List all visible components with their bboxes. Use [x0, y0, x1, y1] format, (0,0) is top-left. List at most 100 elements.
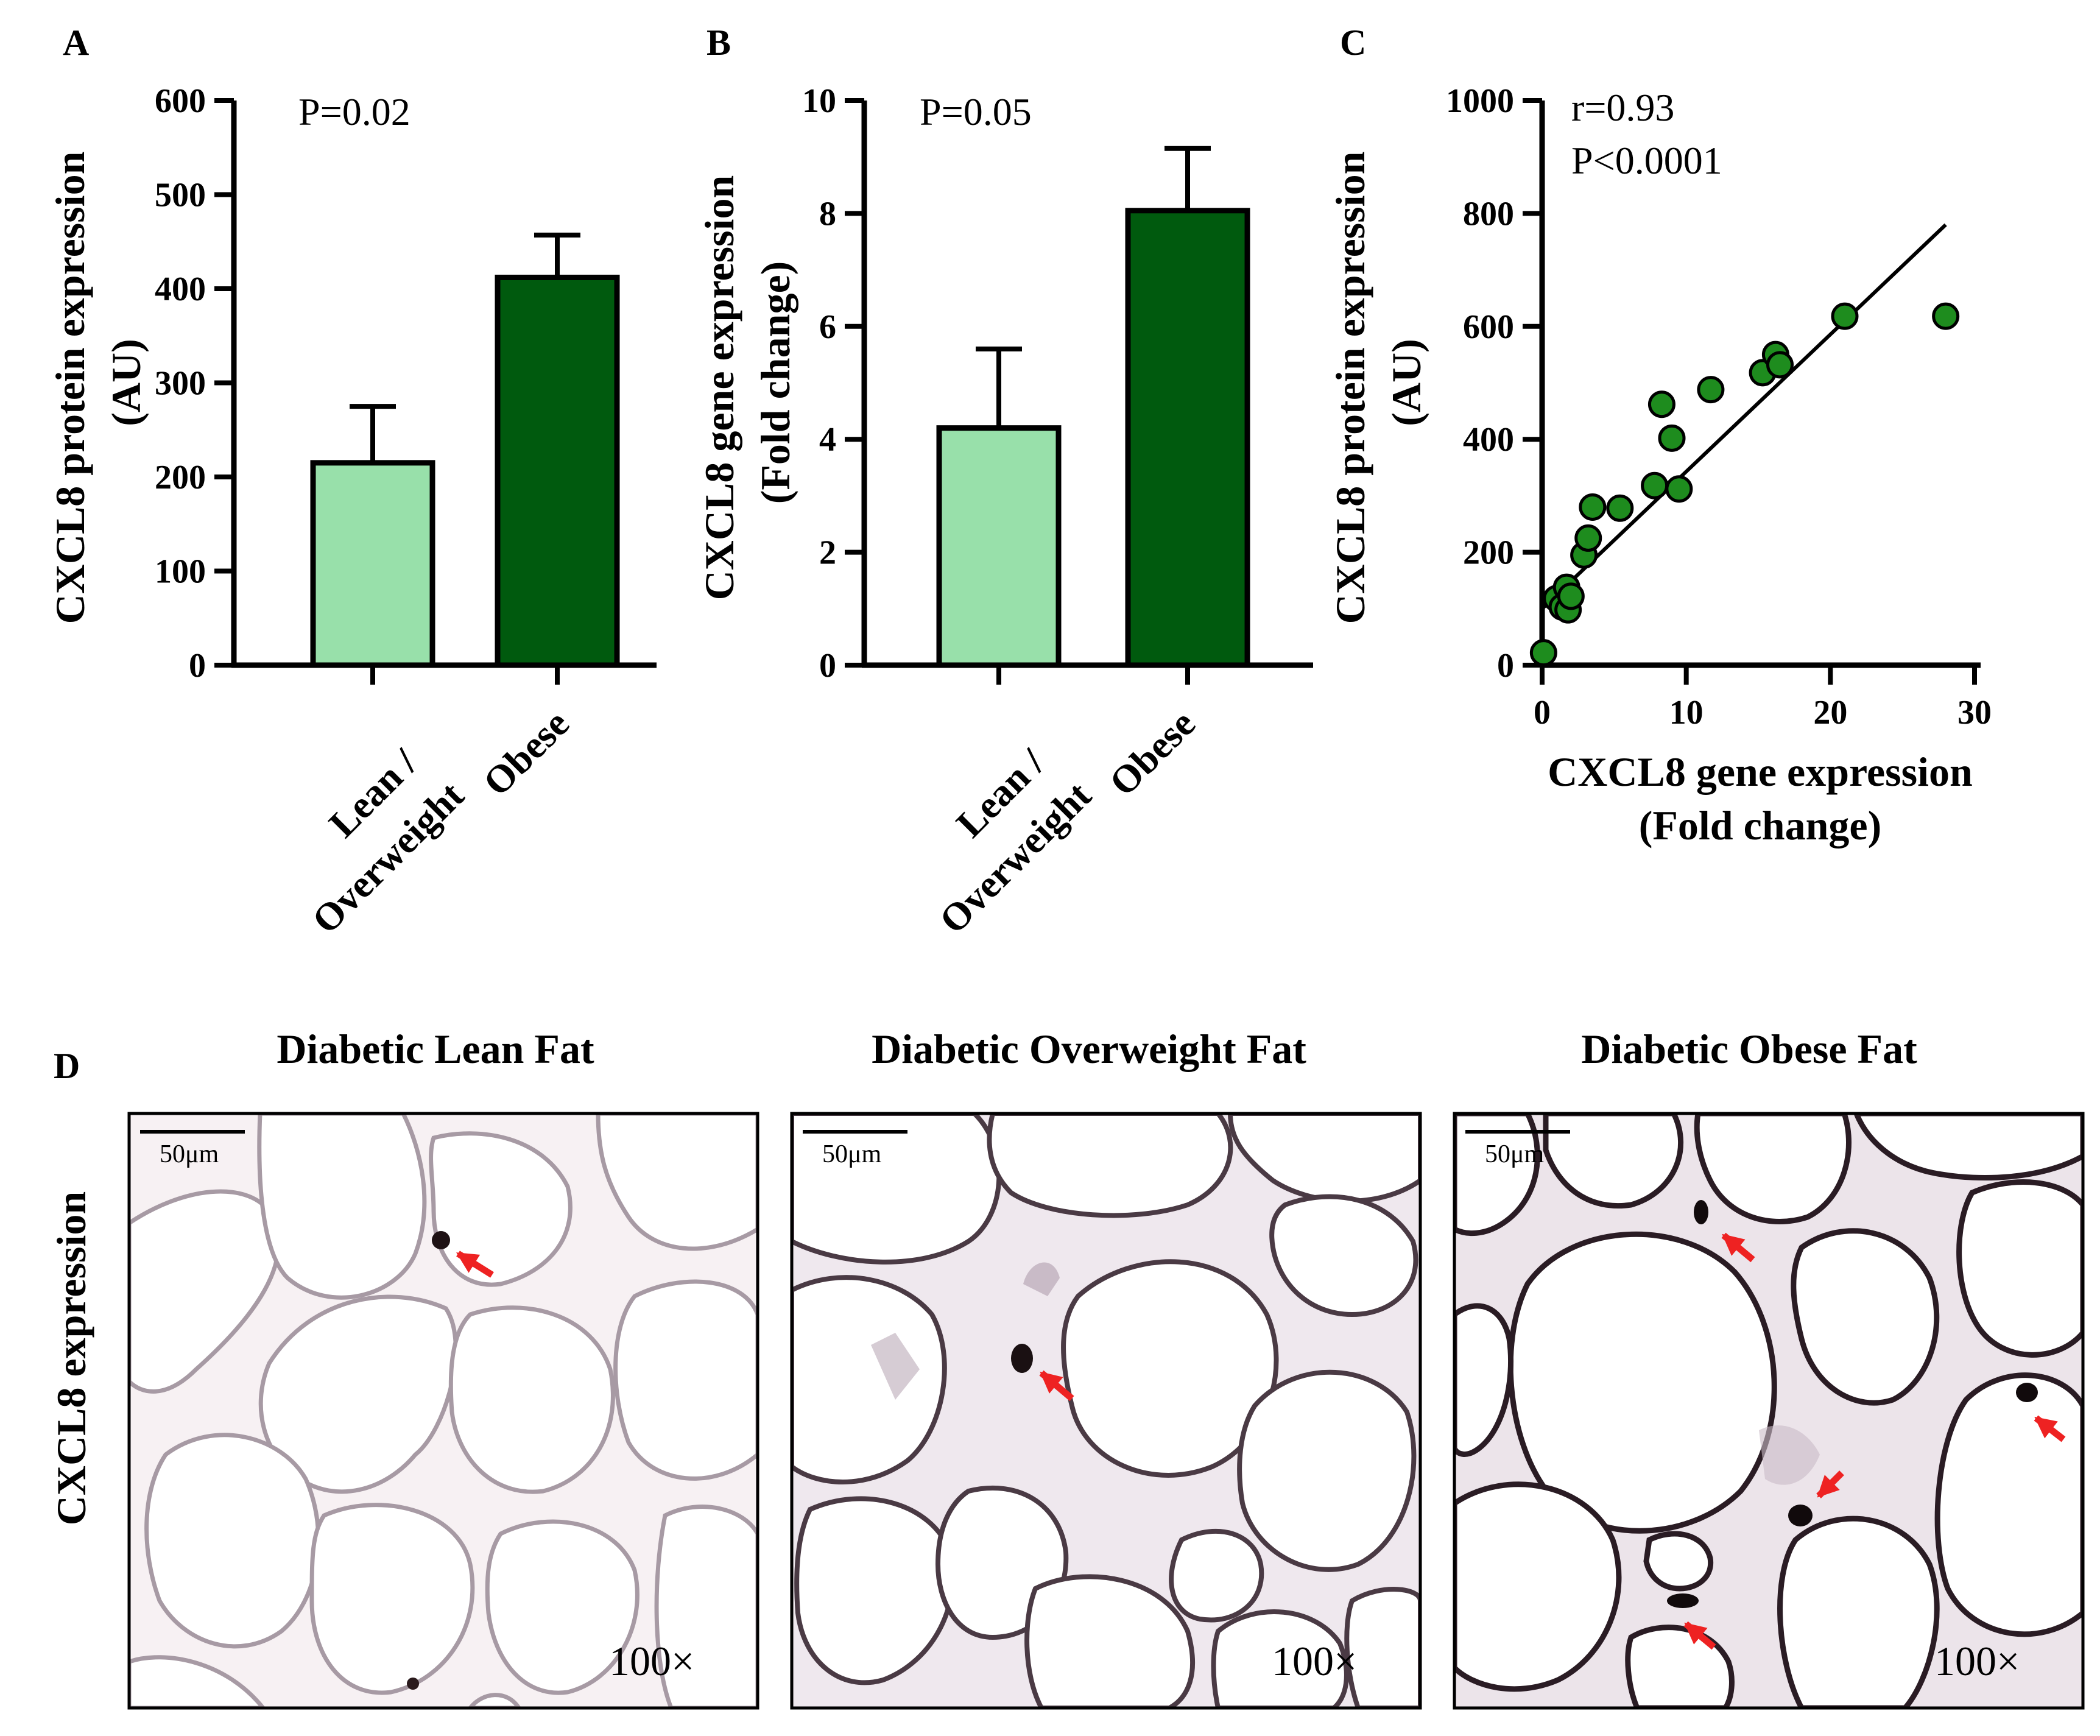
y-axis-label-b-line2: (Fold change): [752, 261, 798, 504]
panel-c-axes: [1539, 101, 1981, 668]
y-tick-label: 200: [155, 459, 206, 496]
panel-c: C 0 200 400 600 800 1000 0 10 20 30 r=0.93 P<0.00…: [1327, 23, 1992, 849]
micrograph-obese: 50μm 100×: [1454, 1113, 2083, 1708]
p-value-b: P=0.05: [920, 90, 1032, 133]
x-tick-label: 10: [1669, 694, 1704, 732]
red-arrow-icon: [1721, 1232, 1755, 1263]
magnification-label: 100×: [1934, 1638, 2020, 1684]
panel-c-points: [1529, 302, 1960, 667]
red-arrow-icon: [2034, 1415, 2066, 1442]
panel-c-ticks: 0 200 400 600 800 1000 0 10 20 30: [1446, 82, 1992, 732]
panel-b-ticks: 0 2 4 6 8 10: [802, 82, 1190, 685]
scale-bar-label: 50μm: [1485, 1140, 1545, 1168]
p-value-c: P<0.0001: [1571, 139, 1722, 182]
stained-cell: [407, 1678, 419, 1690]
scatter-point: [1647, 390, 1675, 418]
y-axis-label-b-line1: CXCL8 gene expression: [696, 175, 742, 601]
stain-patch: [1023, 1262, 1060, 1296]
stained-cell: [1694, 1200, 1708, 1224]
y-tick-label: 200: [1463, 534, 1514, 572]
x-category-a-lean: Lean / Overweight: [264, 733, 472, 942]
adipocytes: [129, 1113, 758, 1708]
red-arrow-icon: [456, 1251, 494, 1278]
panel-label-d: D: [54, 1046, 80, 1086]
y-tick-label: 8: [819, 195, 836, 233]
panel-label-a: A: [63, 23, 89, 63]
regression-line: [1540, 223, 1947, 610]
y-axis-label-a-line1: CXCL8 protein expression: [47, 152, 93, 624]
scatter-point: [1641, 471, 1669, 499]
scatter-point: [1658, 424, 1686, 452]
y-tick-label: 800: [1463, 195, 1514, 233]
row-label: CXCL8 expression: [48, 1191, 94, 1525]
y-tick-label: 600: [1463, 308, 1514, 346]
x-tick-label: 0: [1534, 694, 1551, 732]
y-tick-label: 400: [1463, 421, 1514, 459]
y-tick-label: 2: [819, 534, 836, 572]
scatter-point: [1557, 582, 1585, 610]
scatter-point: [1579, 493, 1607, 521]
panel-a: A 0 100 200 300 400 500 600 P=0.02 CXCL8 prote…: [47, 23, 657, 942]
y-tick-label: 600: [155, 82, 206, 120]
micrograph-border-obese: [1453, 1112, 2085, 1710]
micrograph-overweight: 50μm 100×: [792, 1113, 1420, 1708]
magnification-label: 100×: [609, 1638, 694, 1684]
x-tick-label: 20: [1813, 694, 1847, 732]
y-tick-label: 0: [189, 647, 206, 685]
stain-patch: [1759, 1425, 1820, 1485]
stained-cell: [1788, 1505, 1813, 1526]
adipocytes: [1454, 1113, 2083, 1708]
panel-b-bars: [936, 146, 1250, 668]
micrograph-lean: 50μm 100×: [129, 1113, 758, 1708]
scatter-point: [1574, 524, 1602, 552]
scatter-point: [1766, 351, 1794, 379]
y-tick-label: 0: [819, 647, 836, 685]
x-axis-label-c-line1: CXCL8 gene expression: [1548, 749, 1973, 795]
red-arrow-icon: [1039, 1370, 1074, 1402]
panel-label-b: B: [706, 23, 731, 63]
y-tick-label: 4: [819, 421, 836, 459]
stain-patch: [871, 1333, 920, 1400]
scatter-point: [1606, 494, 1634, 522]
micrograph-border-lean: [127, 1112, 759, 1710]
y-axis-label-a-line2: (AU): [103, 339, 149, 426]
scatter-point: [1831, 302, 1859, 330]
y-axis-label-b: CXCL8 gene expression (Fold change): [696, 165, 798, 601]
red-arrow-icon: [1683, 1621, 1716, 1650]
image-title-obese: Diabetic Obese Fat: [1581, 1026, 1917, 1072]
y-axis-label-c-line1: CXCL8 protein expression: [1327, 152, 1373, 624]
adipocytes: [792, 1113, 1420, 1708]
panel-a-bars: [310, 232, 620, 668]
y-tick-label: 0: [1497, 647, 1514, 685]
y-axis-label-c: CXCL8 protein expression (AU): [1327, 141, 1429, 624]
image-title-overweight: Diabetic Overweight Fat: [872, 1026, 1306, 1072]
panel-b: B 0 2 4 6 8 10 P=0.05 CXCL8 gene expression (…: [696, 23, 1313, 942]
scatter-point: [1665, 475, 1693, 503]
red-arrow-icon: [1816, 1470, 1844, 1498]
y-tick-label: 1000: [1446, 82, 1514, 120]
x-category-b-lean: Lean / Overweight: [891, 733, 1099, 942]
panel-label-c: C: [1340, 23, 1366, 63]
y-tick-label: 500: [155, 177, 206, 214]
y-tick-label: 100: [155, 553, 206, 591]
stained-cell: [1011, 1344, 1033, 1373]
magnification-label: 100×: [1272, 1638, 1357, 1684]
y-tick-label: 400: [155, 270, 206, 308]
scale-bar-label: 50μm: [822, 1140, 882, 1168]
scatter-point: [1932, 302, 1960, 330]
scale-bar-label: 50μm: [160, 1140, 219, 1168]
y-tick-label: 6: [819, 308, 836, 346]
y-axis-label-a: CXCL8 protein expression (AU): [47, 141, 149, 624]
x-category-a-obese: Obese: [475, 702, 577, 804]
bar-obese: [1125, 208, 1250, 668]
p-value-a: P=0.02: [298, 90, 410, 133]
x-tick-label: 30: [1957, 694, 1992, 732]
scatter-point: [1697, 376, 1725, 404]
stained-cell: [432, 1231, 450, 1249]
bar-lean-overweight: [936, 425, 1062, 668]
x-axis-label-c-line2: (Fold change): [1639, 802, 1882, 849]
y-tick-label: 10: [802, 82, 836, 120]
x-category-b-obese: Obese: [1101, 702, 1203, 804]
panel-a-ticks: 0 100 200 300 400 500 600: [155, 82, 560, 685]
